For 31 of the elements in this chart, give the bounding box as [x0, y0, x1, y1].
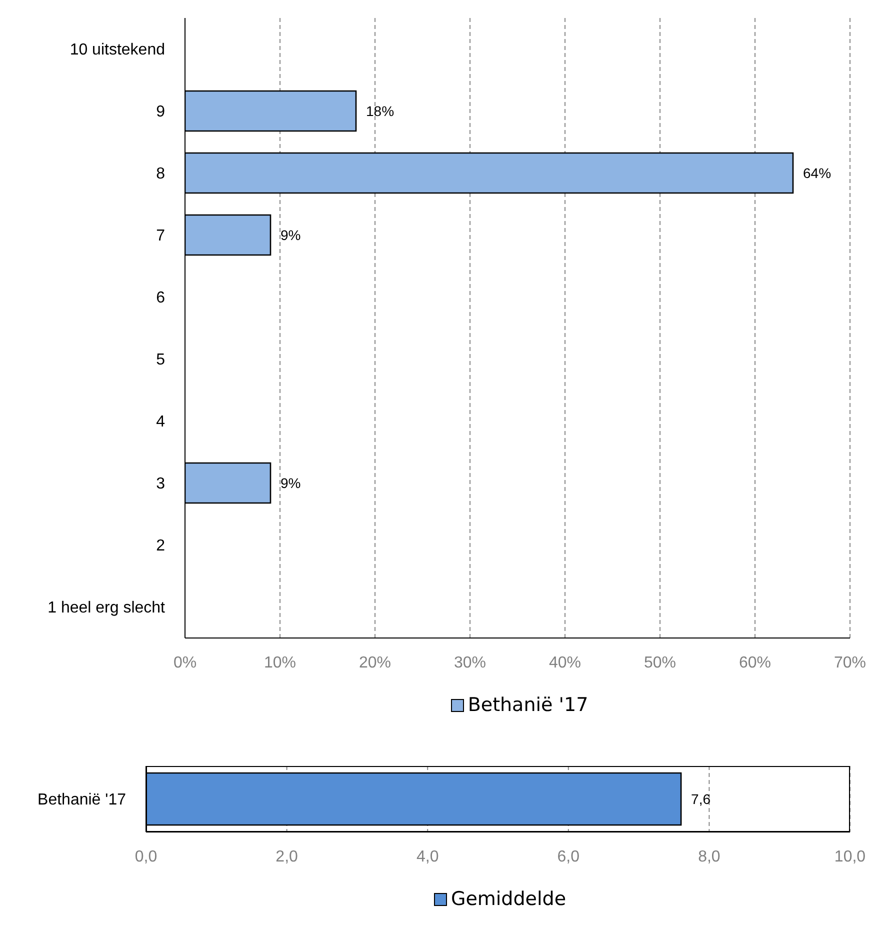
data-label: 7,6: [691, 791, 711, 807]
legend-label: Gemiddelde: [450, 888, 566, 910]
x-tick-label: 40%: [548, 654, 582, 672]
x-tick-label: 30%: [454, 654, 486, 672]
y-tick-label: 2: [156, 538, 166, 555]
y-tick-label: 8: [156, 166, 166, 183]
legend-label: Bethanië '17: [468, 694, 588, 716]
data-label: 64%: [803, 165, 832, 181]
data-label: 18%: [366, 103, 394, 119]
y-tick-label: 5: [156, 352, 166, 369]
y-tick-label: 3: [156, 476, 166, 493]
x-tick-label: 4,0: [416, 848, 439, 866]
x-tick-label: 6,0: [557, 848, 580, 866]
x-tick-label: 10,0: [834, 848, 866, 866]
x-tick-label: 20%: [358, 654, 392, 672]
x-tick-label: 50%: [644, 654, 676, 672]
y-tick-label: 9: [156, 104, 166, 121]
x-tick-label: 2,0: [276, 848, 298, 866]
data-label: 9%: [280, 227, 301, 243]
x-tick-label: 70%: [834, 654, 866, 672]
y-tick-label: 1 heel erg slecht: [48, 600, 166, 617]
data-label: 9%: [280, 475, 301, 491]
y-tick-label: 6: [156, 290, 166, 307]
x-tick-label: 10%: [264, 654, 296, 672]
y-tick-label: 7: [156, 228, 166, 245]
x-tick-label: 60%: [738, 654, 772, 672]
x-tick-label: 8,0: [698, 848, 720, 866]
y-tick-label: 4: [156, 414, 166, 431]
x-tick-label: 0,0: [134, 848, 158, 866]
x-tick-label: 0%: [173, 654, 197, 672]
y-tick-label: 10 uitstekend: [70, 42, 165, 59]
